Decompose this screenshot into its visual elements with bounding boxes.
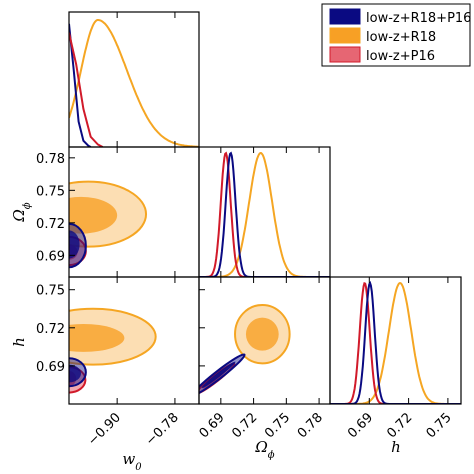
h-axis-title: h [391, 438, 401, 456]
h-marginal [330, 280, 461, 404]
w0-h-panel [69, 307, 157, 394]
w0-omega-panel [69, 180, 148, 269]
h-y-tick-label: 0.75 [36, 284, 65, 299]
h-y-axis-title: h [10, 337, 28, 347]
w0-omega-inner-0 [69, 230, 80, 259]
h-tick-label: 0.72 [384, 410, 415, 441]
h-tick-label: 0.69 [345, 410, 376, 441]
omega-y-tick-label: 0.75 [36, 184, 65, 199]
w0-marginal [69, 19, 199, 147]
legend-label: low-z+R18+P16 [366, 11, 471, 26]
w0-tick-label: −0.78 [143, 410, 182, 449]
legend-swatch [329, 8, 361, 25]
omega-y-tick-label: 0.69 [36, 249, 65, 264]
h-y-tick-label: 0.69 [36, 360, 65, 375]
omega-h-inner-1 [245, 317, 279, 351]
omega-axis-title: Ωϕ [254, 438, 274, 461]
h-y-tick-label: 0.72 [36, 322, 65, 337]
w0-axis-title: w0 [122, 450, 142, 473]
omega-h-panel [199, 303, 291, 397]
w0-curve-low-z-R18-P16 [69, 23, 92, 147]
h-curve-low-z-P16 [330, 281, 461, 404]
omega-h-band-low-z-R18-P16-inner [201, 361, 236, 388]
omega-tick-label: 0.69 [197, 410, 228, 441]
w0-omega-inner-1 [69, 196, 118, 234]
w0-curve-low-z-R18 [69, 19, 199, 147]
w0-h-inner-0 [69, 364, 82, 383]
legend-swatch [329, 46, 361, 63]
omega-marginal [199, 151, 330, 277]
w0-tick-label: −0.90 [85, 410, 124, 449]
omega-curve-low-z-P16 [199, 151, 330, 277]
h-tick-label: 0.75 [424, 410, 455, 441]
legend-label: low-z+R18 [366, 30, 436, 45]
omega-curve-low-z-R18-P16 [199, 151, 330, 277]
legend-swatch [329, 27, 361, 44]
omega-tick-label: 0.75 [262, 410, 293, 441]
h-curve-low-z-R18-P16 [330, 280, 461, 404]
omega-curve-low-z-R18 [199, 151, 330, 277]
legend-label: low-z+P16 [366, 49, 435, 64]
frame-omega-1d [198, 146, 331, 278]
w0-h-inner-1 [69, 323, 125, 352]
omega-y-tick-label: 0.78 [36, 152, 65, 167]
omega-y-tick-label: 0.72 [36, 217, 65, 232]
w0-curve-low-z-P16 [69, 32, 104, 147]
omega-y-axis-title: Ωϕ [10, 202, 33, 222]
omega-tick-label: 0.78 [295, 410, 326, 441]
frame-omega-h [198, 276, 331, 405]
legend: low-z+R18+P16 low-z+R18 low-z+P16 [321, 3, 471, 67]
h-curve-low-z-R18 [330, 282, 461, 404]
omega-tick-label: 0.72 [229, 410, 260, 441]
